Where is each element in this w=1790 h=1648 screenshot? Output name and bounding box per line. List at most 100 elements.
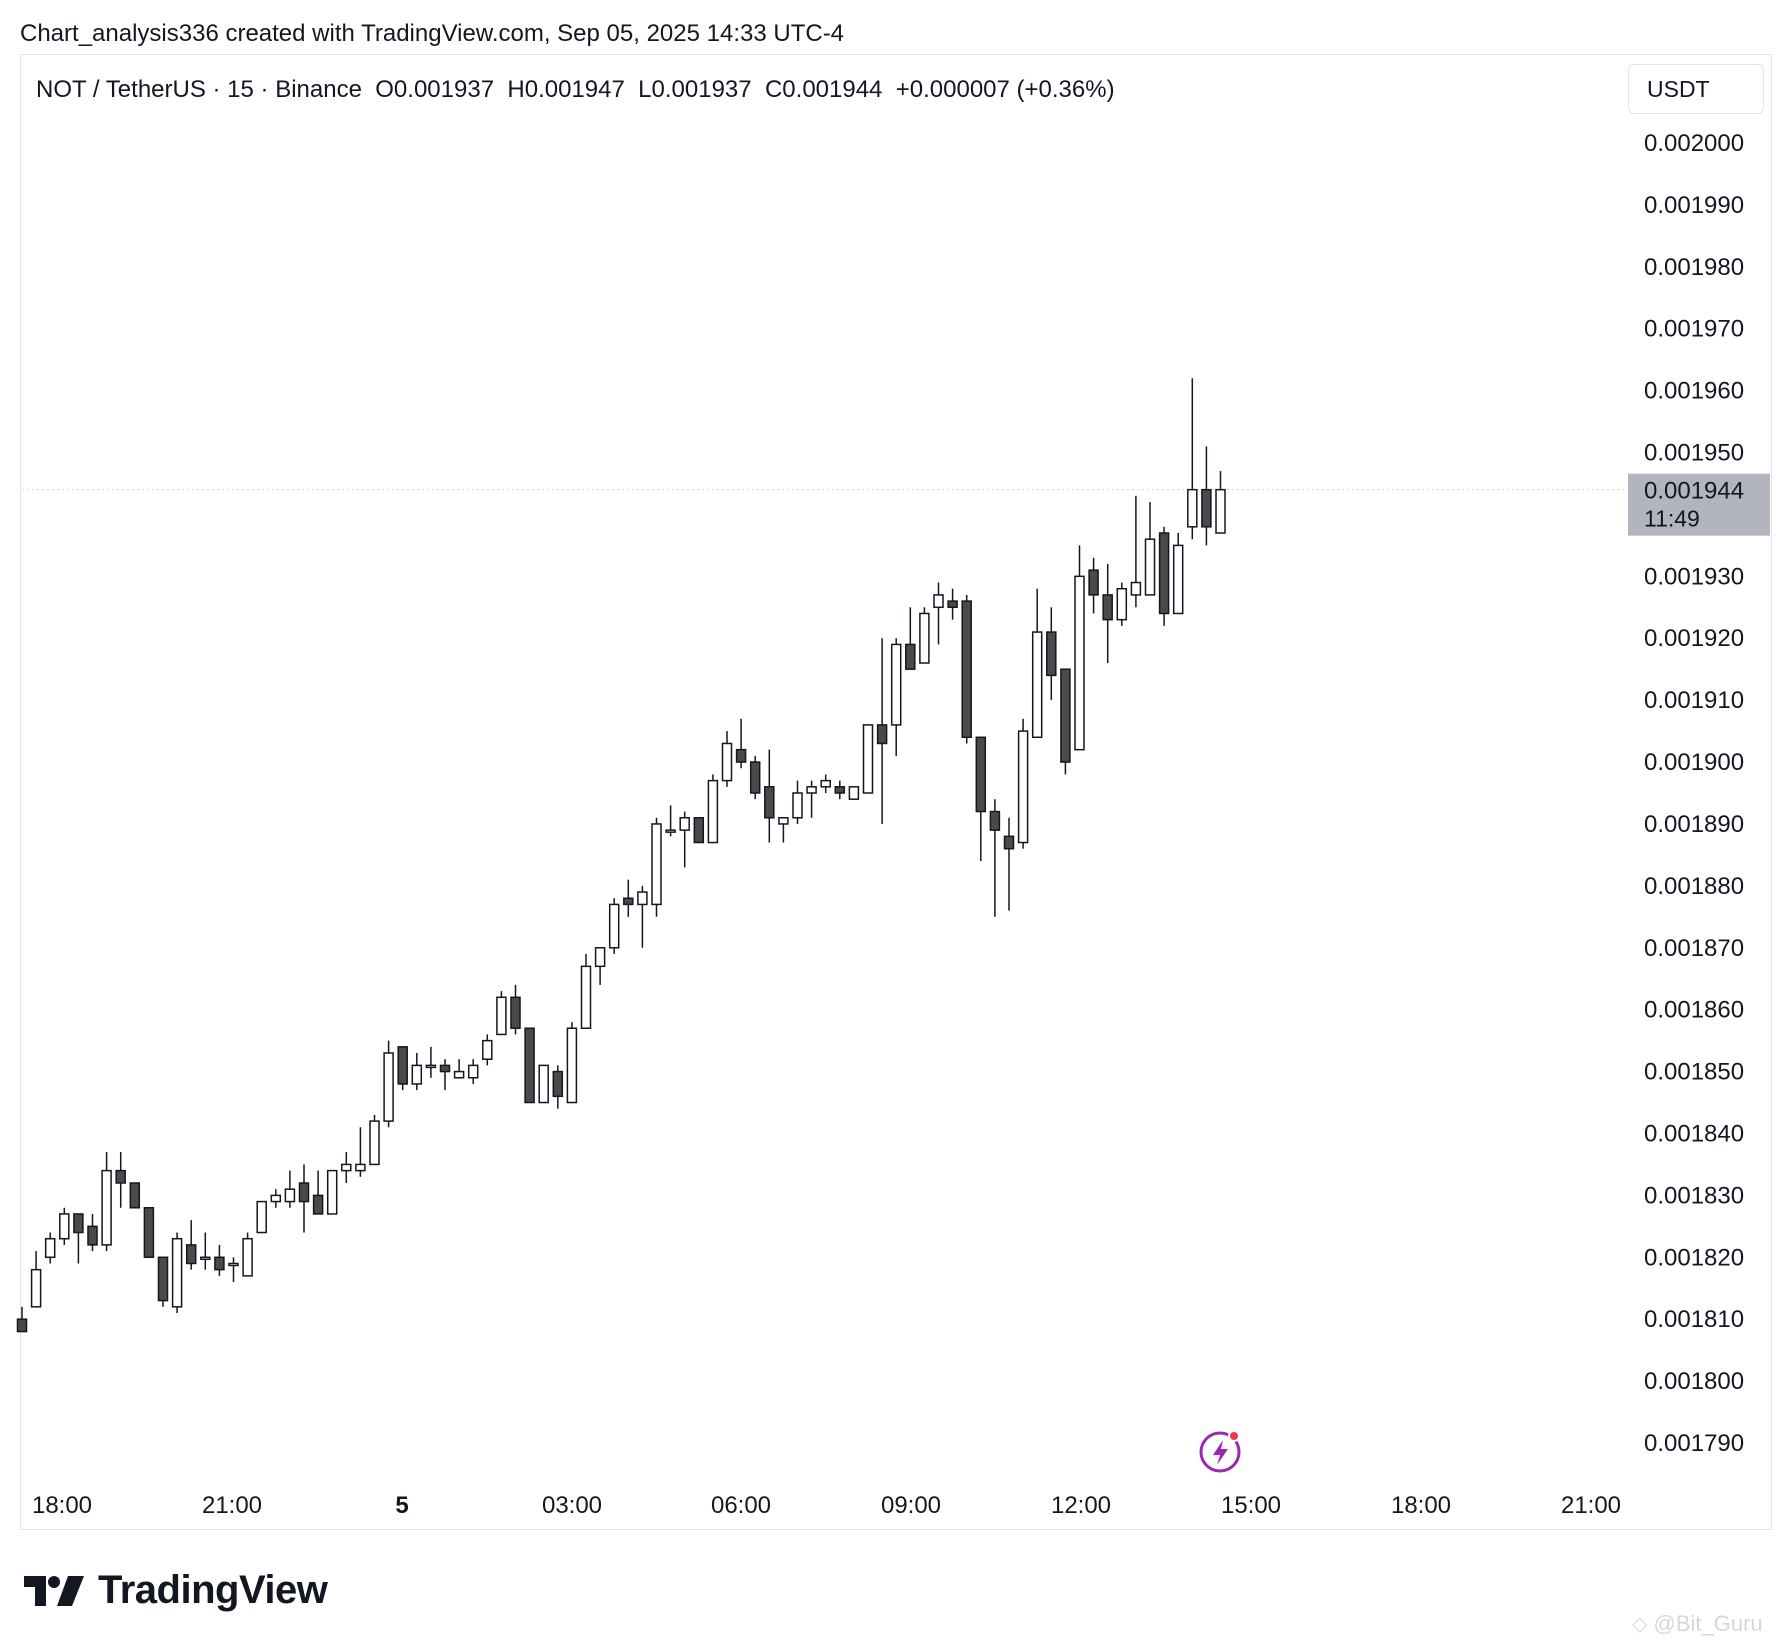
candle-body[interactable] (1172, 544, 1184, 615)
candle-body[interactable] (1003, 835, 1015, 850)
candle-body[interactable] (101, 1169, 112, 1246)
candle-body[interactable] (735, 748, 747, 763)
candle-body[interactable] (989, 810, 1001, 831)
candle-body[interactable] (467, 1064, 479, 1079)
candle-body[interactable] (355, 1163, 366, 1172)
candle-body[interactable] (933, 594, 944, 609)
candle-body[interactable] (1187, 488, 1198, 528)
candle-body[interactable] (270, 1194, 282, 1203)
candle-body[interactable] (679, 817, 690, 831)
candle-body[interactable] (73, 1213, 84, 1234)
candle-body[interactable] (792, 792, 803, 819)
candle-body[interactable] (171, 1237, 183, 1308)
y-axis-tick-label: 0.001950 (1644, 440, 1744, 467)
candle-body[interactable] (707, 779, 719, 844)
candle-body[interactable] (764, 786, 775, 819)
candle-body[interactable] (538, 1064, 549, 1104)
candle-body[interactable] (665, 829, 676, 833)
candle-body[interactable] (693, 817, 705, 844)
candle-body[interactable] (848, 786, 860, 800)
legend-symbol[interactable]: NOT / TetherUS · 15 · Binance (36, 76, 362, 103)
candle-body[interactable] (651, 823, 662, 906)
candle-body[interactable] (1060, 668, 1071, 763)
candle-body[interactable] (580, 965, 592, 1029)
candle-body[interactable] (200, 1256, 211, 1261)
candle-body[interactable] (1201, 488, 1212, 528)
watermark-handle: ⬦ @Bit_Guru (1632, 1611, 1763, 1637)
candle-body[interactable] (890, 643, 902, 726)
candle-body[interactable] (876, 724, 888, 745)
candle-body[interactable] (59, 1213, 70, 1240)
candle-body[interactable] (44, 1237, 56, 1259)
candle-body[interactable] (919, 612, 930, 664)
candle-body[interactable] (1102, 594, 1113, 621)
candle-body[interactable] (16, 1318, 28, 1333)
candle-body[interactable] (1017, 730, 1029, 844)
candle-body[interactable] (341, 1163, 352, 1172)
candle-body[interactable] (961, 600, 972, 739)
y-axis-tick-label: 0.001930 (1644, 563, 1744, 590)
y-axis-tick-label: 0.001850 (1644, 1059, 1744, 1086)
candle-body[interactable] (1074, 575, 1085, 751)
candle-body[interactable] (975, 736, 987, 813)
candle-body[interactable] (1088, 569, 1099, 596)
candle-body[interactable] (312, 1194, 324, 1215)
candle-body[interactable] (87, 1225, 98, 1246)
candle-body[interactable] (552, 1070, 564, 1098)
candle-body[interactable] (1031, 631, 1043, 739)
candle-body[interactable] (496, 996, 507, 1036)
candle-body[interactable] (608, 903, 620, 949)
candle-body[interactable] (129, 1182, 141, 1209)
candle-body[interactable] (242, 1237, 253, 1277)
candle-body[interactable] (566, 1027, 578, 1104)
candle-body[interactable] (284, 1188, 296, 1203)
candle-body[interactable] (157, 1256, 169, 1302)
candle-body[interactable] (214, 1256, 225, 1271)
candle-body[interactable] (806, 786, 817, 794)
candle-body[interactable] (905, 643, 916, 670)
legend-high: H0.001947 (507, 76, 625, 103)
candle-body[interactable] (425, 1064, 437, 1069)
currency-selector[interactable]: USDT (1628, 64, 1764, 114)
candle-body[interactable] (411, 1064, 423, 1085)
candle-body[interactable] (947, 600, 958, 609)
candle-body[interactable] (383, 1052, 394, 1122)
candle-body[interactable] (524, 1027, 535, 1104)
candle-body[interactable] (30, 1268, 42, 1308)
candle-body[interactable] (623, 897, 634, 906)
candle-body[interactable] (749, 761, 761, 794)
tradingview-logo[interactable]: TradingView (24, 1568, 328, 1613)
lightning-bolt-icon[interactable] (1198, 1428, 1244, 1474)
x-axis-tick-label: 03:00 (542, 1492, 602, 1519)
x-axis-tick-label: 15:00 (1221, 1492, 1281, 1519)
candle-body[interactable] (1144, 538, 1156, 596)
y-axis-tick-label: 0.001910 (1644, 687, 1744, 714)
candle-body[interactable] (326, 1169, 338, 1215)
candle-body[interactable] (1116, 587, 1128, 621)
candle-body[interactable] (637, 891, 648, 906)
candle-body[interactable] (510, 996, 521, 1029)
candle-body[interactable] (594, 947, 606, 968)
candle-body[interactable] (298, 1182, 310, 1203)
candle-body[interactable] (256, 1200, 267, 1234)
candle-body[interactable] (453, 1070, 465, 1079)
candle-body[interactable] (439, 1064, 451, 1073)
candle-body[interactable] (1215, 488, 1226, 534)
candle-body[interactable] (1158, 532, 1170, 615)
candle-body[interactable] (185, 1244, 197, 1265)
candle-body[interactable] (482, 1039, 493, 1060)
candle-body[interactable] (778, 817, 789, 825)
candle-body[interactable] (143, 1207, 155, 1259)
candle-body[interactable] (369, 1120, 380, 1166)
candle-body[interactable] (721, 742, 733, 782)
candle-body[interactable] (115, 1169, 126, 1184)
candle-body[interactable] (1046, 631, 1057, 677)
watermark-text: @Bit_Guru (1653, 1611, 1763, 1636)
candle-body[interactable] (834, 786, 846, 794)
candle-body[interactable] (1130, 581, 1142, 596)
candle-body[interactable] (862, 724, 874, 794)
candle-body[interactable] (228, 1262, 239, 1267)
candle-body[interactable] (820, 779, 831, 788)
candle-body[interactable] (397, 1046, 408, 1085)
